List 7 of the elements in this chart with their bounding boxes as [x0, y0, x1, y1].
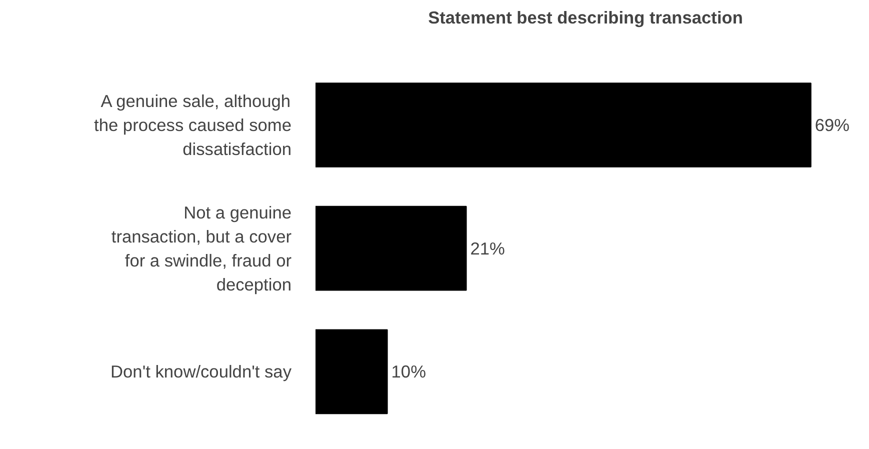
- y-tick-label: Not a genuine transaction, but a cover for a swindle, fraud or deception: [111, 202, 292, 294]
- y-tick-label: Don't know/couldn't say: [110, 362, 292, 382]
- y-tick-label: A genuine sale, although the process caused some dissatisfaction: [94, 91, 292, 159]
- data-label: 69%: [814, 115, 850, 135]
- data-label: 10%: [391, 362, 426, 382]
- data-label: 21%: [470, 238, 505, 258]
- chart-title: Statement best describing transaction: [428, 8, 743, 28]
